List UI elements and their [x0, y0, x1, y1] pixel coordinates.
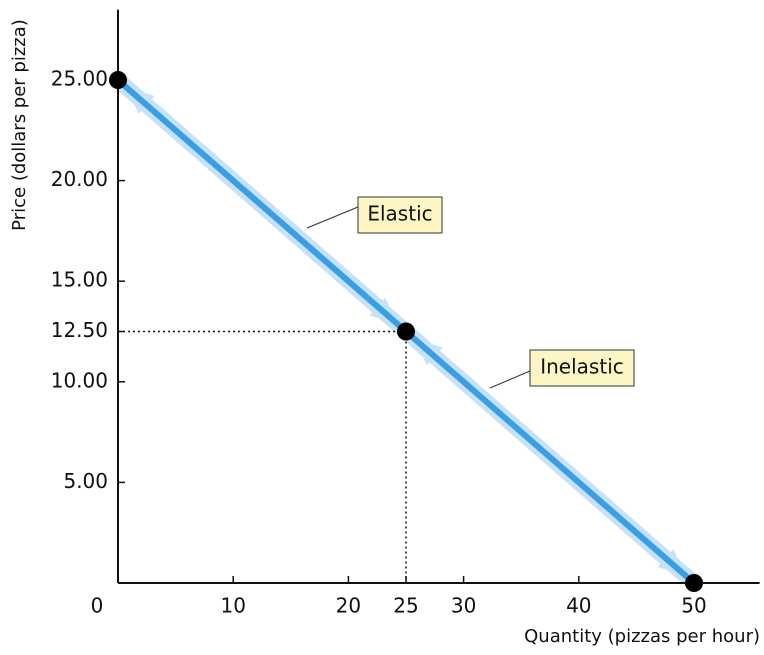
x-tick-label: 10: [220, 594, 245, 618]
y-tick-label: 20.00: [51, 167, 108, 191]
annotation-box: [529, 349, 635, 387]
leader-line: [306, 206, 359, 229]
x-tick-label: 50: [681, 594, 706, 618]
y-tick-label: 10.00: [51, 368, 108, 392]
x-tick-label: 20: [336, 594, 361, 618]
y-axis-label: Price (dollars per pizza): [9, 19, 30, 231]
annotation: Elastic: [367, 202, 432, 226]
x-axis-label: Quantity (pizzas per hour): [524, 626, 760, 647]
y-tick-label: 5.00: [63, 469, 108, 493]
point: [109, 71, 127, 89]
y-tick-label: 12.50: [51, 318, 108, 342]
annotation-box: [357, 196, 443, 234]
x-tick-label: 0: [91, 594, 104, 618]
x-tick-label: 40: [566, 594, 591, 618]
x-tick-label: 25: [393, 594, 418, 618]
annotation: Inelastic: [540, 355, 624, 379]
point: [397, 322, 415, 341]
point: [685, 574, 703, 592]
x-tick-label: 30: [451, 594, 476, 618]
y-tick-label: 25.00: [51, 67, 108, 91]
leader-line: [489, 370, 531, 389]
y-tick-label: 15.00: [51, 268, 108, 292]
